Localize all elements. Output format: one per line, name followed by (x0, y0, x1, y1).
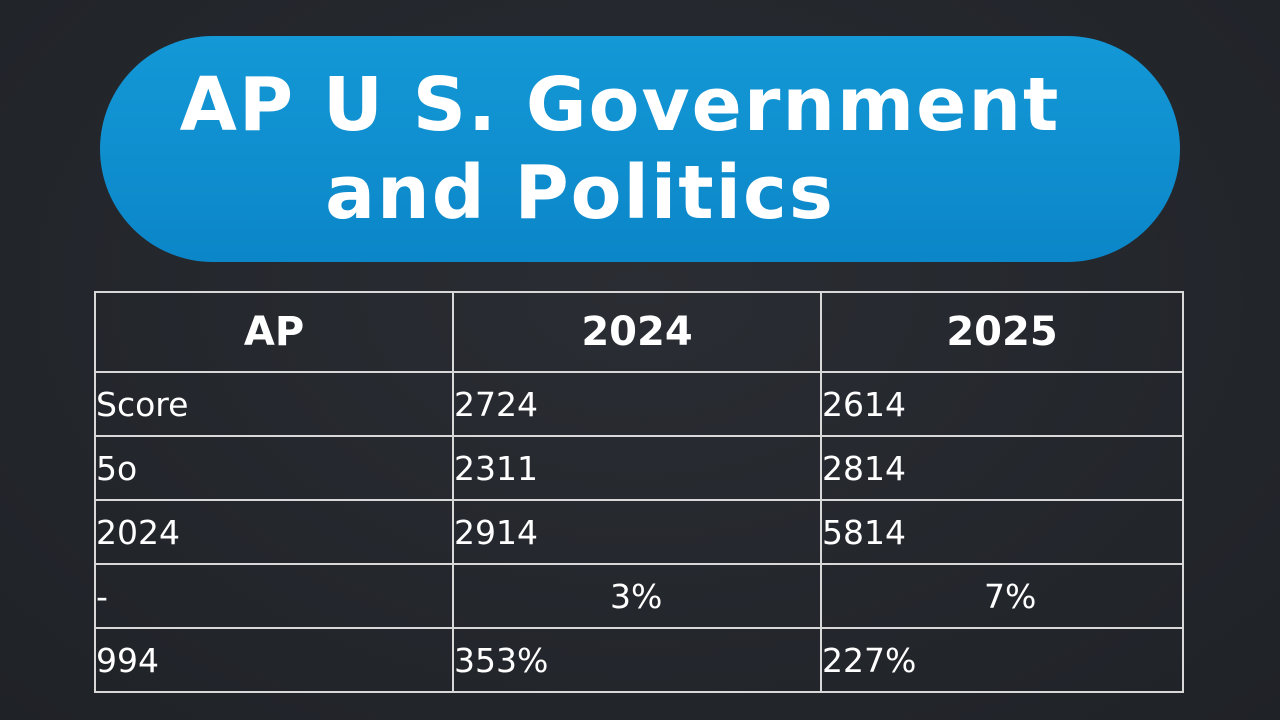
row-label-cell: 5o (94, 435, 454, 501)
value-cell-2025: 2614 (820, 371, 1184, 437)
column-header-2024: 2024 (452, 291, 822, 373)
value-cell-2025: 227% (820, 627, 1184, 693)
row-label-cell: 994 (94, 627, 454, 693)
title-line-2: and Politics (325, 150, 835, 236)
value-cell-2024: 2914 (452, 499, 822, 565)
value-cell-2025: 2814 (820, 435, 1184, 501)
row-label-cell: - (94, 563, 454, 629)
value-cell-2024: 2724 (452, 371, 822, 437)
row-label-cell: 2024 (94, 499, 454, 565)
value-cell-2024: 353% (452, 627, 822, 693)
value-cell-2024: 3% (452, 563, 822, 629)
table-row: 2024 2914 5814 (94, 499, 1184, 565)
scores-table: AP 2024 2025 Score 2724 2614 5o 2311 281… (94, 291, 1184, 693)
title-line-1: AP U S. Government (179, 62, 1061, 148)
table-row: Score 2724 2614 (94, 371, 1184, 437)
table-row: - 3% 7% (94, 563, 1184, 629)
column-header-2025: 2025 (820, 291, 1184, 373)
table-header-row: AP 2024 2025 (94, 291, 1184, 373)
value-cell-2024: 2311 (452, 435, 822, 501)
row-label-cell: Score (94, 371, 454, 437)
value-cell-2025: 5814 (820, 499, 1184, 565)
value-cell-2025: 7% (820, 563, 1184, 629)
column-header-ap: AP (94, 291, 454, 373)
title-banner: AP U S. Government and Politics (100, 36, 1180, 262)
table-row: 5o 2311 2814 (94, 435, 1184, 501)
table-row: 994 353% 227% (94, 627, 1184, 693)
